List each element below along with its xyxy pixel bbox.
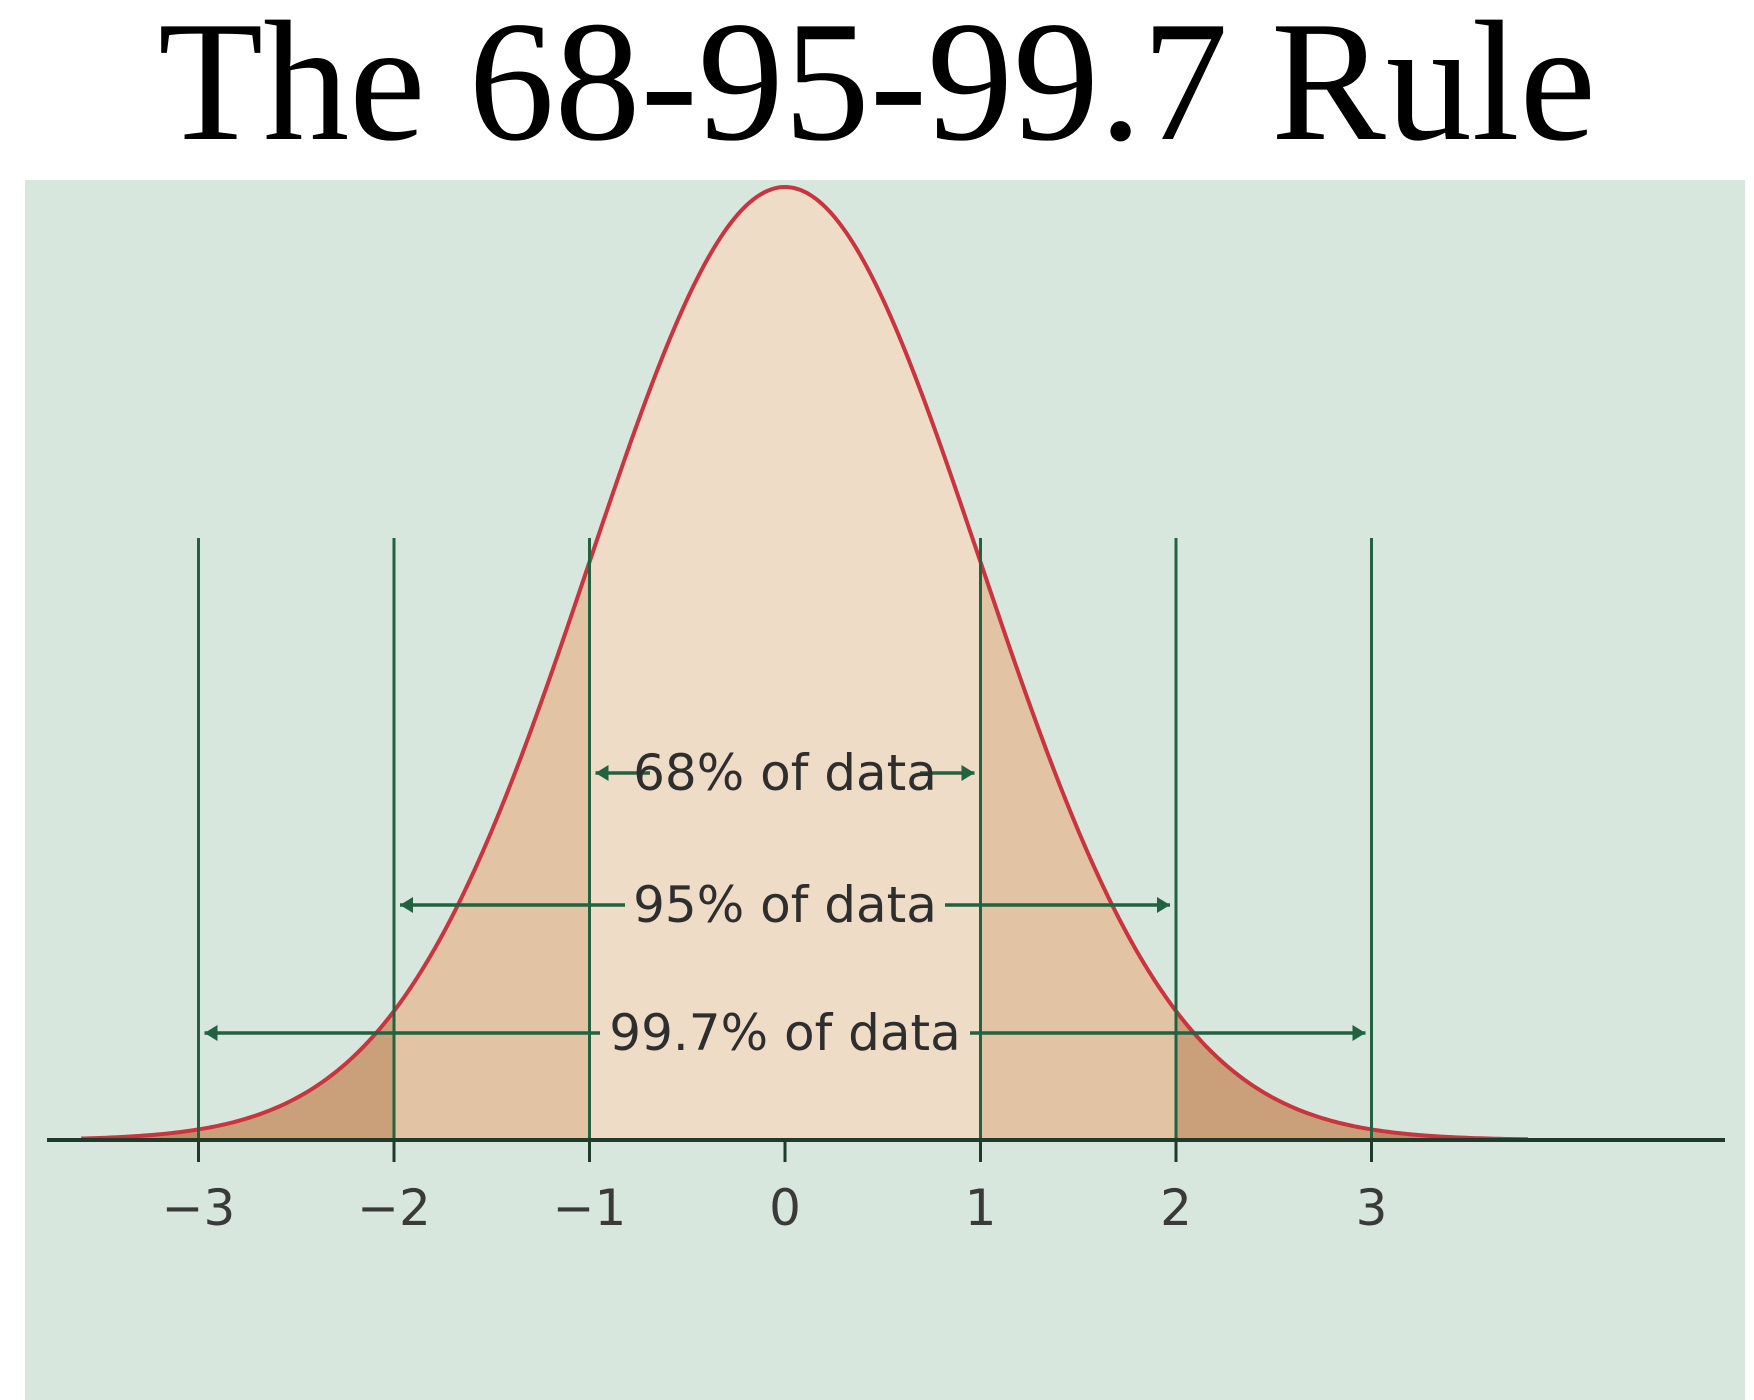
tick-label: 0 [769,1179,801,1237]
bracket-label: 68% of data [633,744,937,802]
arrow-left-icon [204,1025,218,1041]
band-minus-1-to-1 [589,187,981,1140]
arrow-left-icon [400,897,413,913]
band-minus-3-to-minus-2 [198,1011,394,1140]
band-2-to-3 [1176,1011,1372,1140]
chart-area: −3 −2 −1 0 1 2 3 68% of data 95% of data 99.7% o… [25,180,1745,1400]
arrow-left-icon [595,765,609,781]
tick-label: −3 [162,1179,236,1237]
band-beyond-3sd [1371,1129,1528,1140]
percentage-brackets: 68% of data 95% of data 99.7% of data [204,744,1366,1062]
bell-curve [81,185,1528,1142]
bracket-label: 95% of data [633,876,937,934]
tick-label: −2 [357,1179,431,1237]
tick-label: −1 [553,1179,627,1237]
tick-label: 2 [1160,1179,1192,1237]
bracket-label: 99.7% of data [609,1004,960,1062]
arrow-right-icon [1157,897,1170,913]
tick-label: 3 [1356,1179,1388,1237]
arrow-right-icon [1352,1025,1366,1041]
normal-distribution-chart: −3 −2 −1 0 1 2 3 68% of data 95% of data 99.7% o… [25,180,1745,1400]
tick-label: 1 [965,1179,997,1237]
sd-guide-lines [197,538,1373,1140]
arrow-right-icon [961,765,975,781]
x-axis-ticks: −3 −2 −1 0 1 2 3 [162,1140,1388,1237]
band-beyond-minus-3sd [81,1129,199,1140]
page-title: The 68-95-99.7 Rule [158,0,1596,177]
